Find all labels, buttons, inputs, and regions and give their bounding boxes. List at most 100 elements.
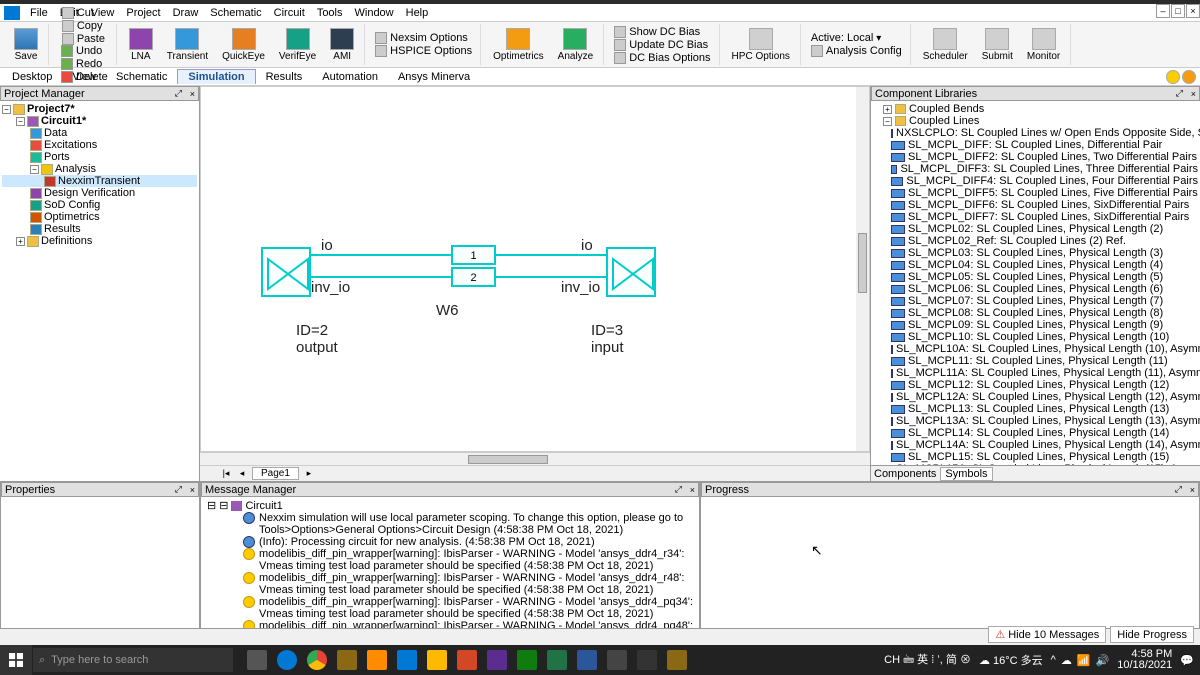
notifications-icon[interactable]: 💬 xyxy=(1180,654,1194,667)
store-icon[interactable] xyxy=(333,646,361,674)
edge-icon[interactable] xyxy=(273,646,301,674)
component-item[interactable]: SL_MCPL10A: SL Coupled Lines, Physical L… xyxy=(891,343,1198,355)
paste-button[interactable]: Paste xyxy=(62,33,105,45)
pin-icon[interactable]: ⤢ xyxy=(675,484,682,495)
schematic-component-w6-top[interactable]: 1 xyxy=(451,245,496,265)
page-prev-icon[interactable]: ◂ xyxy=(236,468,248,479)
minimize-button[interactable]: – xyxy=(1156,4,1170,18)
hide-messages-button[interactable]: ⚠Hide 10 Messages xyxy=(988,626,1106,643)
media-icon[interactable] xyxy=(363,646,391,674)
scheduler-button[interactable]: Scheduler xyxy=(917,26,974,64)
tab-ansys-minerva[interactable]: Ansys Minerva xyxy=(388,70,480,84)
update-dc-bias-button[interactable]: Update DC Bias xyxy=(614,39,710,51)
message-item[interactable]: modelibis_diff_pin_wrapper[warning]: Ibi… xyxy=(203,620,697,628)
app-icon[interactable] xyxy=(483,646,511,674)
page-tab[interactable]: Page1 xyxy=(252,467,299,480)
word-icon[interactable] xyxy=(573,646,601,674)
menu-window[interactable]: Window xyxy=(349,7,400,19)
component-item[interactable]: SL_MCPL02: SL Coupled Lines, Physical Le… xyxy=(891,223,1198,235)
analysis-config-button[interactable]: Analysis Config xyxy=(811,45,902,57)
component-item[interactable]: SL_MCPL_DIFF4: SL Coupled Lines, Four Di… xyxy=(891,175,1198,187)
menu-project[interactable]: Project xyxy=(120,7,166,19)
message-item[interactable]: (Info): Processing circuit for new analy… xyxy=(203,536,697,548)
submit-button[interactable]: Submit xyxy=(976,26,1019,64)
component-item[interactable]: SL_MCPL07: SL Coupled Lines, Physical Le… xyxy=(891,295,1198,307)
tab-results[interactable]: Results xyxy=(256,70,313,84)
component-item[interactable]: SL_MCPL12: SL Coupled Lines, Physical Le… xyxy=(891,379,1198,391)
components-tab[interactable]: Components xyxy=(874,468,936,480)
taskbar-clock[interactable]: 4:58 PM 10/18/2021 xyxy=(1117,649,1172,671)
network-icon[interactable]: 📶 xyxy=(1077,654,1091,667)
menu-tools[interactable]: Tools xyxy=(311,7,349,19)
weather-widget[interactable]: ☁ 16°C 多云 xyxy=(979,652,1043,668)
component-item[interactable]: SL_MCPL09: SL Coupled Lines, Physical Le… xyxy=(891,319,1198,331)
component-item[interactable]: SL_MCPL11A: SL Coupled Lines, Physical L… xyxy=(891,367,1198,379)
message-item[interactable]: modelibis_diff_pin_wrapper[warning]: Ibi… xyxy=(203,548,697,572)
language-indicator[interactable]: CH 🖮 英 ⁞ ʻ, 简 ⊗ xyxy=(884,651,971,670)
tray-chevron-icon[interactable]: ^ xyxy=(1051,654,1056,666)
maximize-button[interactable]: □ xyxy=(1171,4,1185,18)
symbols-tab[interactable]: Symbols xyxy=(940,467,992,481)
verifeye-button[interactable]: VerifEye xyxy=(273,26,322,64)
ansys-icon[interactable] xyxy=(663,646,691,674)
menu-help[interactable]: Help xyxy=(400,7,435,19)
close-panel-icon[interactable]: × xyxy=(1191,89,1196,99)
tab-desktop[interactable]: Desktop xyxy=(2,70,62,84)
project-tree[interactable]: −Project7* −Circuit1* Data Excitations P… xyxy=(0,101,199,481)
component-item[interactable]: SL_MCPL_DIFF: SL Coupled Lines, Differen… xyxy=(891,139,1198,151)
start-button[interactable] xyxy=(0,645,32,675)
task-view-icon[interactable] xyxy=(243,646,271,674)
chrome-icon[interactable] xyxy=(303,646,331,674)
active-analysis-select[interactable]: Active: Local ▾ xyxy=(811,32,902,44)
mail-icon[interactable] xyxy=(393,646,421,674)
component-item[interactable]: SL_MCPL02_Ref: SL Coupled Lines (2) Ref. xyxy=(891,235,1198,247)
ami-button[interactable]: AMI xyxy=(324,26,360,64)
explorer-icon[interactable] xyxy=(423,646,451,674)
save-button[interactable]: Save xyxy=(8,26,44,64)
schematic-component-w6-bottom[interactable]: 2 xyxy=(451,267,496,287)
page-next-icon[interactable]: ▸ xyxy=(303,468,315,479)
dc-bias-options-button[interactable]: DC Bias Options xyxy=(614,52,710,64)
pin-icon[interactable]: ⤢ xyxy=(1176,88,1183,99)
file-menu-icon[interactable] xyxy=(4,6,20,20)
analyze-button[interactable]: Analyze xyxy=(552,26,600,64)
hide-progress-button[interactable]: Hide Progress xyxy=(1110,626,1194,643)
close-panel-icon[interactable]: × xyxy=(690,485,695,495)
quickeye-button[interactable]: QuickEye xyxy=(216,26,271,64)
transient-button[interactable]: Transient xyxy=(161,26,214,64)
hpc-options-button[interactable]: HPC Options xyxy=(726,26,796,64)
message-list[interactable]: ⊟⊟Circuit1 Nexxim simulation will use lo… xyxy=(201,497,699,628)
app-icon[interactable] xyxy=(513,646,541,674)
nexsim-options-button[interactable]: Nexsim Options xyxy=(375,32,472,44)
volume-icon[interactable]: 🔊 xyxy=(1096,654,1110,667)
close-panel-icon[interactable]: × xyxy=(190,485,195,495)
monitor-button[interactable]: Monitor xyxy=(1021,26,1066,64)
undo-button[interactable]: Undo xyxy=(61,45,108,57)
schematic-component-left[interactable] xyxy=(261,247,311,297)
powerpoint-icon[interactable] xyxy=(453,646,481,674)
page-first-icon[interactable]: |◂ xyxy=(220,468,232,479)
component-item[interactable]: SL_MCPL_DIFF7: SL Coupled Lines, SixDiff… xyxy=(891,211,1198,223)
component-item[interactable]: SL_MCPL15: SL Coupled Lines, Physical Le… xyxy=(891,451,1198,463)
tab-automation[interactable]: Automation xyxy=(312,70,388,84)
pin-icon[interactable]: ⤢ xyxy=(175,484,182,495)
schematic-canvas[interactable]: io inv_io ID=2 output 1 2 W6 io inv_io I… xyxy=(200,86,870,452)
close-panel-icon[interactable]: × xyxy=(1190,485,1195,495)
pin-icon[interactable]: ⤢ xyxy=(1175,484,1182,495)
menu-file[interactable]: File xyxy=(24,7,54,19)
schematic-component-right[interactable] xyxy=(606,247,656,297)
pin-icon[interactable]: ⤢ xyxy=(175,88,182,99)
app-icon[interactable] xyxy=(633,646,661,674)
menu-draw[interactable]: Draw xyxy=(167,7,205,19)
show-dc-bias-button[interactable]: Show DC Bias xyxy=(614,26,710,38)
component-item[interactable]: SL_MCPL05: SL Coupled Lines, Physical Le… xyxy=(891,271,1198,283)
excel-icon[interactable] xyxy=(543,646,571,674)
component-item[interactable]: SL_MCPL_DIFF6: SL Coupled Lines, SixDiff… xyxy=(891,199,1198,211)
vertical-scrollbar[interactable] xyxy=(856,87,869,451)
component-item[interactable]: SL_MCPL13: SL Coupled Lines, Physical Le… xyxy=(891,403,1198,415)
component-list[interactable]: +Coupled Bends −Coupled Lines NXSLCPLO: … xyxy=(871,101,1200,465)
cut-button[interactable]: Cut xyxy=(62,7,105,19)
tab-simulation[interactable]: Simulation xyxy=(177,69,255,84)
optimetrics-button[interactable]: Optimetrics xyxy=(487,26,550,64)
component-item[interactable]: SL_MCPL08: SL Coupled Lines, Physical Le… xyxy=(891,307,1198,319)
